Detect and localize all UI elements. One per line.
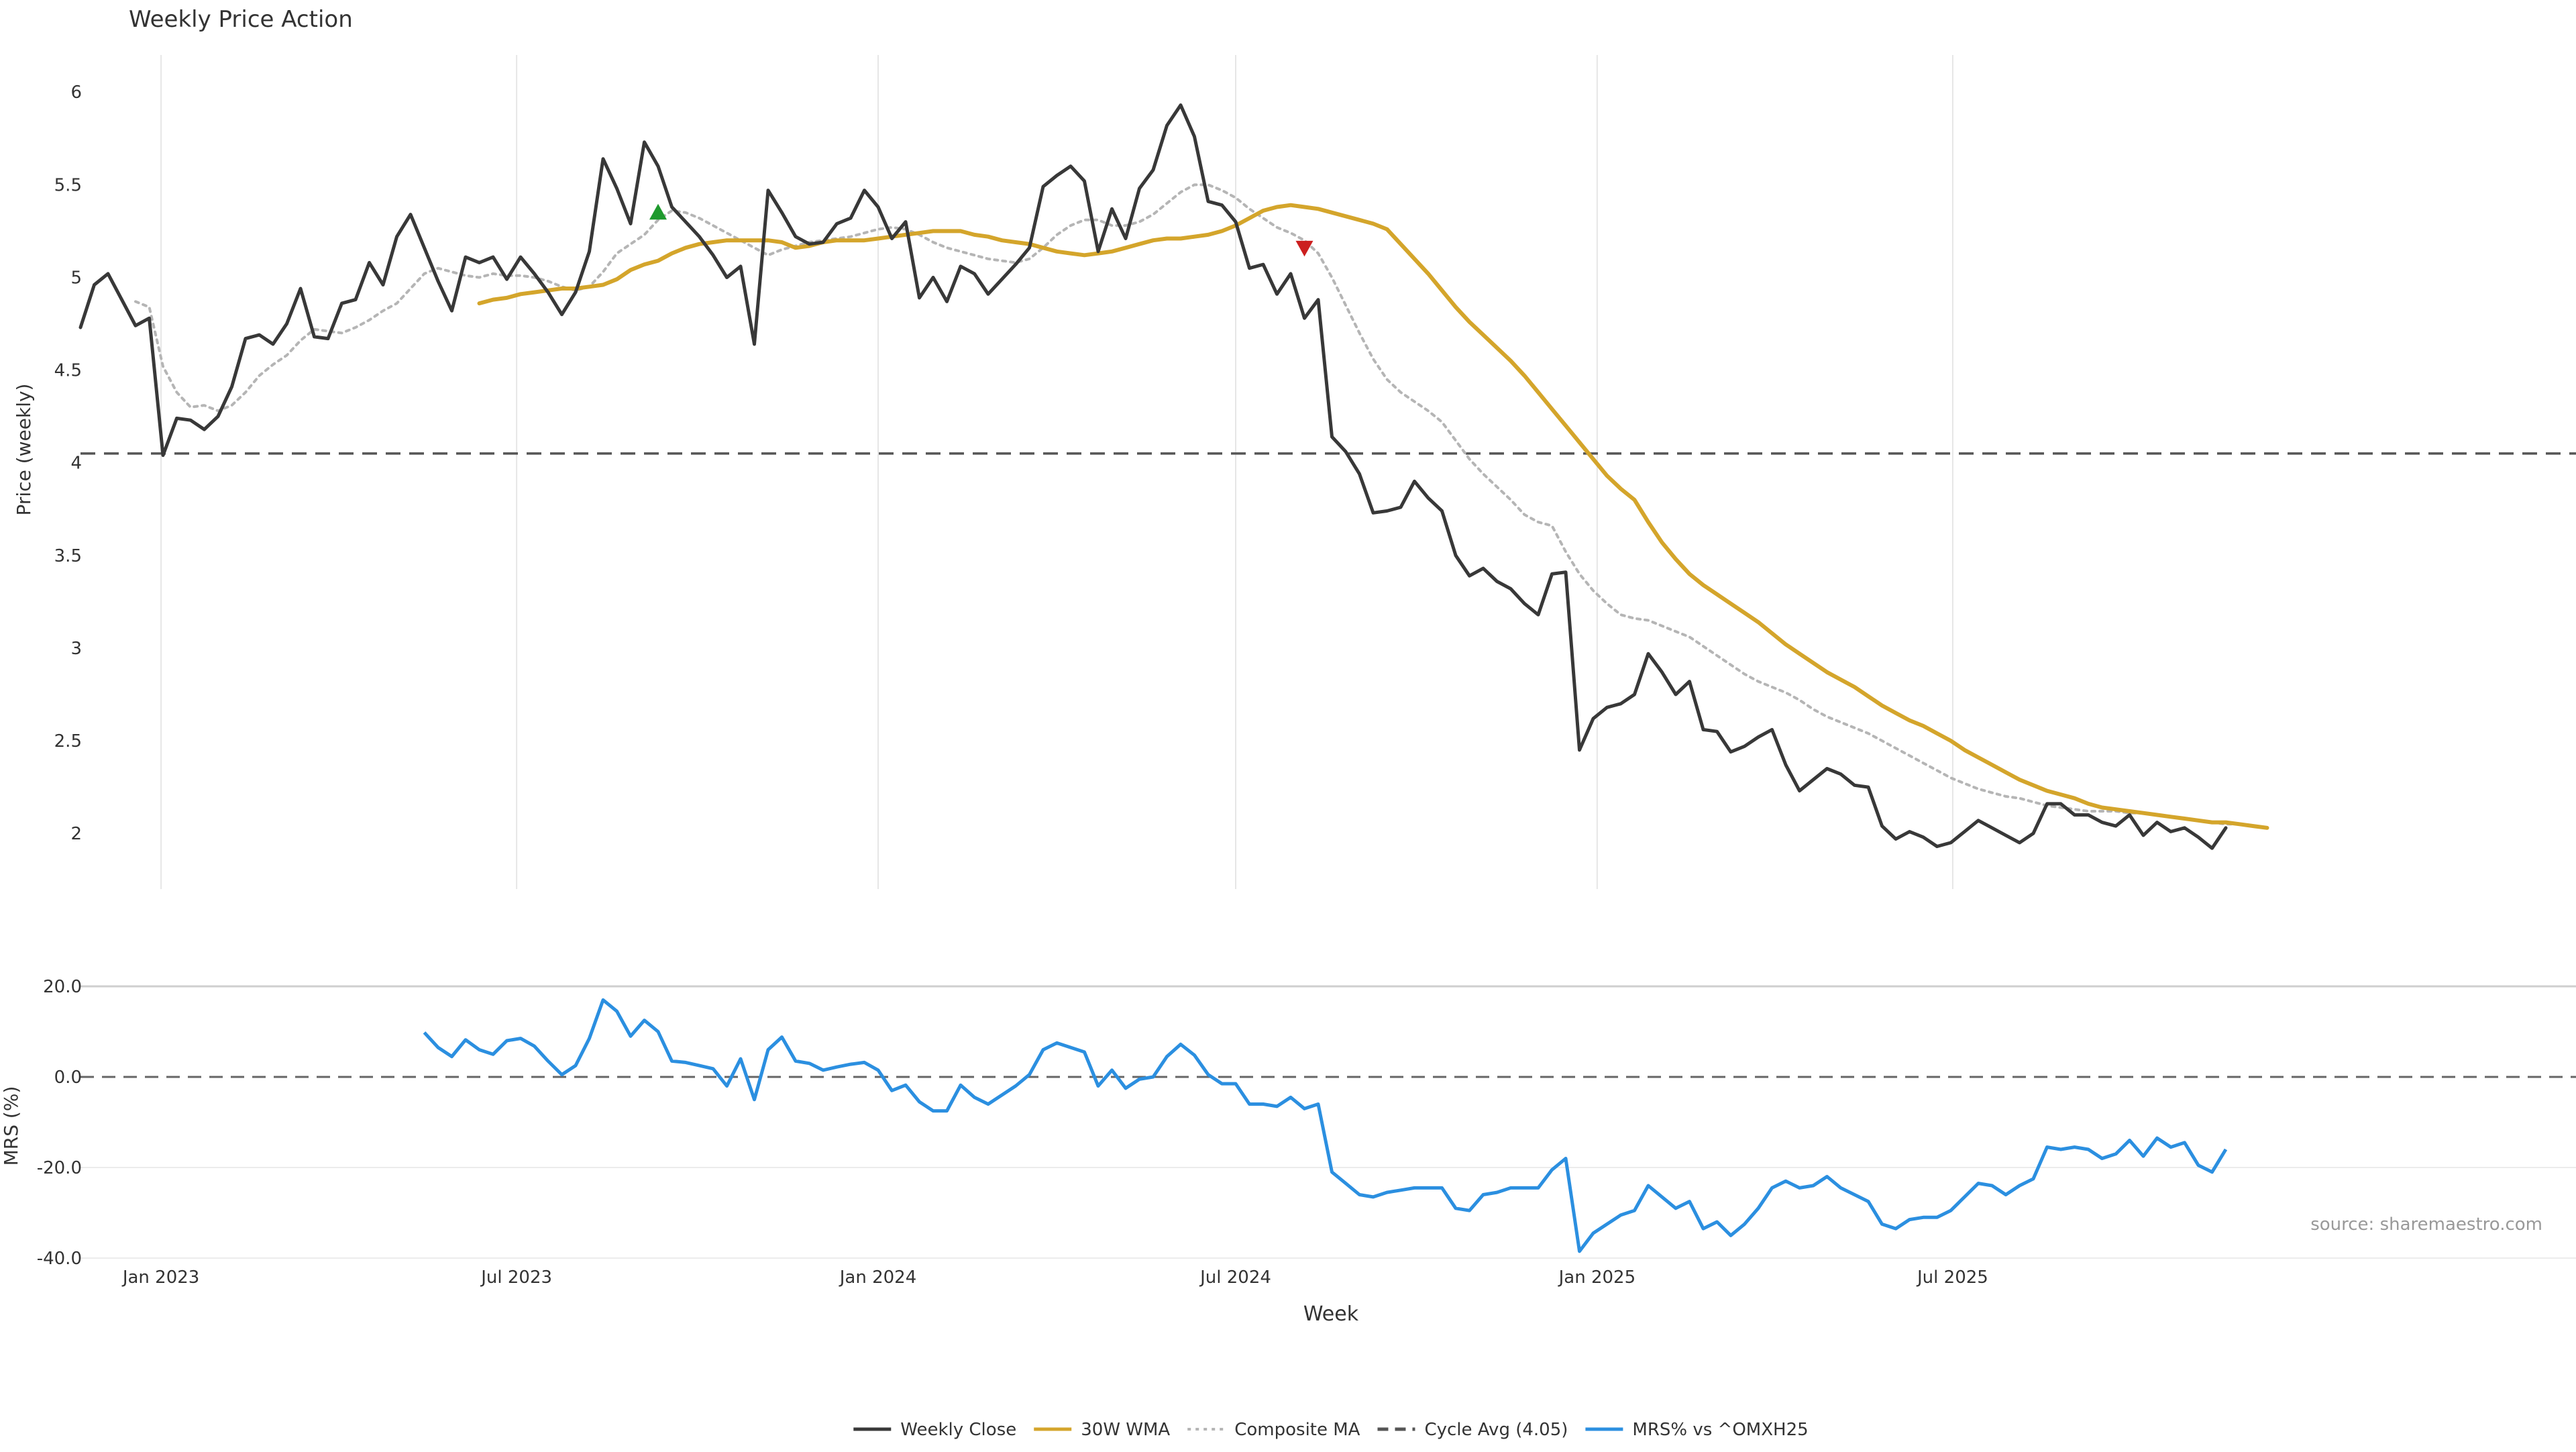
sell-signal-marker — [1295, 240, 1313, 257]
mrs-line — [423, 998, 2228, 1253]
weekly-close-line — [78, 103, 2228, 850]
x-tick-label: Jan 2024 — [839, 1267, 917, 1288]
price-y-tick-label: 3 — [70, 639, 82, 659]
mrs-y-tick-label: -40.0 — [37, 1249, 82, 1269]
x-ticks: Jan 2023 Jul 2023 Jan 2024 Jul 2024 Jan 2025… — [121, 1267, 1988, 1288]
mrs-y-axis-label: MRS (%) — [0, 1086, 22, 1166]
wma-30w-line — [477, 203, 2269, 830]
price-y-tick-label: 6 — [70, 83, 82, 103]
price-y-tick-label: 5.5 — [54, 175, 82, 195]
price-y-tick-label: 4.5 — [54, 361, 82, 381]
mrs-gridlines — [80, 985, 2576, 1259]
buy-signal-marker — [649, 203, 667, 220]
mrs-y-tick-label: 0.0 — [54, 1068, 82, 1088]
x-tick-label: Jul 2025 — [1916, 1267, 1988, 1288]
x-axis-label: Week — [1303, 1302, 1359, 1326]
x-tick-label: Jan 2025 — [1558, 1267, 1636, 1288]
legend-label: Composite MA — [1234, 1420, 1360, 1440]
legend-label: MRS% vs ^OMXH25 — [1632, 1420, 1808, 1440]
source-note: source: sharemaestro.com — [2310, 1214, 2542, 1235]
x-tick-label: Jul 2024 — [1199, 1267, 1271, 1288]
price-y-tick-label: 2 — [70, 824, 82, 844]
x-tick-label: Jan 2023 — [121, 1267, 200, 1288]
price-gridlines — [160, 55, 1953, 889]
price-y-axis-label: Price (weekly) — [13, 384, 35, 516]
price-y-tick-label: 5 — [70, 268, 82, 288]
mrs-y-tick-label: 20.0 — [43, 977, 82, 997]
price-y-ticks: 2 2.5 3 3.5 4 4.5 5 5.5 6 — [54, 83, 82, 844]
legend: Weekly Close 30W WMA Composite MA Cycle Avg… — [853, 1420, 1809, 1440]
price-y-tick-label: 3.5 — [54, 546, 82, 566]
price-y-tick-label: 2.5 — [54, 731, 82, 751]
composite-ma-line — [134, 183, 2255, 828]
legend-label: Cycle Avg (4.05) — [1424, 1420, 1568, 1440]
x-tick-label: Jul 2023 — [480, 1267, 552, 1288]
legend-label: 30W WMA — [1081, 1420, 1170, 1440]
mrs-y-ticks: 20.0 0.0 -20.0 -40.0 — [37, 977, 82, 1269]
price-series-group — [78, 103, 2576, 850]
price-y-tick-label: 4 — [70, 454, 82, 474]
signal-markers — [649, 203, 1313, 257]
mrs-series-group — [423, 998, 2228, 1253]
legend-label: Weekly Close — [900, 1420, 1016, 1440]
chart-title: Weekly Price Action — [129, 6, 353, 33]
mrs-y-tick-label: -20.0 — [37, 1158, 82, 1178]
